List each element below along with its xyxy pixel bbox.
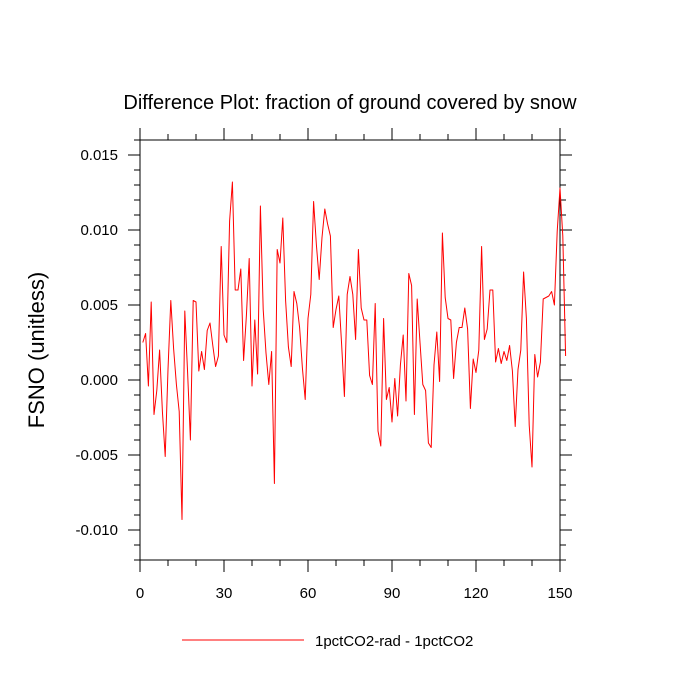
x-tick-label: 90 xyxy=(384,585,401,602)
legend-label: 1pctCO2-rad - 1pctCO2 xyxy=(315,633,473,650)
x-tick-label: 60 xyxy=(300,585,317,602)
series-line xyxy=(142,181,567,520)
y-tick-label: 0.000 xyxy=(80,372,118,389)
y-tick-label: -0.010 xyxy=(75,522,118,539)
chart-title: Difference Plot: fraction of ground cove… xyxy=(123,92,577,114)
legend: 1pctCO2-rad - 1pctCO2 xyxy=(182,633,473,650)
x-tick-label: 150 xyxy=(547,585,572,602)
x-tick-label: 0 xyxy=(136,585,144,602)
y-axis-label: FSNO (unitless) xyxy=(24,272,49,428)
x-tick-label: 120 xyxy=(463,585,488,602)
y-tick-label: -0.005 xyxy=(75,447,118,464)
x-tick-label: 30 xyxy=(216,585,233,602)
y-tick-label: 0.005 xyxy=(80,297,118,314)
series-layer xyxy=(142,181,567,520)
axis-tick-labels: 0 30 60 90 120 150 0.015 0.010 0.005 0.000 -0.005 -… xyxy=(75,147,572,602)
y-tick-label: 0.015 xyxy=(80,147,118,164)
y-tick-label: 0.010 xyxy=(80,222,118,239)
plot-frame xyxy=(139,139,561,561)
axis-ticks xyxy=(128,128,572,572)
